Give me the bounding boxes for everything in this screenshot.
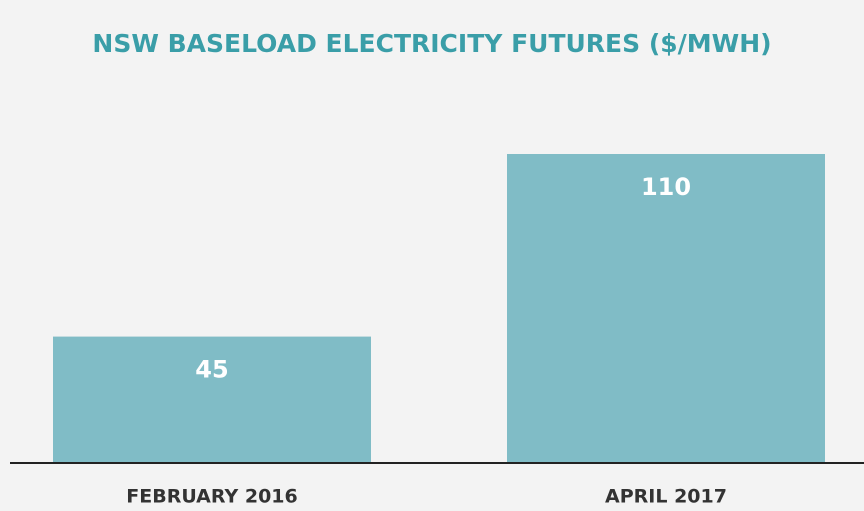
data-label: 45 [195, 356, 228, 384]
bar [53, 336, 371, 463]
bar [507, 154, 825, 463]
data-label: 110 [641, 173, 691, 201]
x-tick-label: FEBRUARY 2016 [126, 486, 297, 508]
x-tick-label: APRIL 2017 [605, 486, 727, 508]
chart-title: NSW BASELOAD ELECTRICITY FUTURES ($/MWH) [92, 29, 771, 58]
